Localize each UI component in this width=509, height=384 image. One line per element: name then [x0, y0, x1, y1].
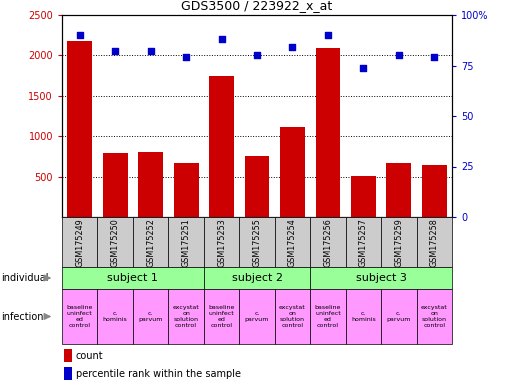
Bar [67, 41, 92, 217]
Bar [245, 156, 269, 217]
Point [253, 52, 261, 58]
Text: GSM175256: GSM175256 [323, 218, 332, 267]
Bar [64, 367, 72, 380]
Bar [346, 289, 381, 344]
Bar [416, 217, 452, 267]
Bar [275, 289, 310, 344]
Bar [168, 289, 204, 344]
Bar [381, 289, 416, 344]
Bar [133, 217, 168, 267]
Text: baseline
uninfect
ed
control: baseline uninfect ed control [315, 305, 341, 328]
Text: excystat
on
solution
control: excystat on solution control [279, 305, 306, 328]
Text: GSM175253: GSM175253 [217, 218, 226, 267]
Text: GSM175257: GSM175257 [359, 218, 368, 267]
Text: c.
parvum: c. parvum [138, 311, 163, 322]
Point [324, 32, 332, 38]
Text: count: count [76, 351, 104, 361]
Bar [138, 152, 163, 217]
Bar [351, 176, 376, 217]
Text: subject 1: subject 1 [107, 273, 158, 283]
Text: baseline
uninfect
ed
control: baseline uninfect ed control [67, 305, 93, 328]
Bar [381, 217, 416, 267]
Bar [346, 217, 381, 267]
Bar [204, 289, 239, 344]
Bar [422, 165, 447, 217]
Bar [174, 163, 199, 217]
Bar [316, 48, 341, 217]
Text: individual: individual [1, 273, 49, 283]
Title: GDS3500 / 223922_x_at: GDS3500 / 223922_x_at [181, 0, 332, 12]
Point [76, 32, 84, 38]
Text: excystat
on
solution
control: excystat on solution control [421, 305, 447, 328]
Point [359, 65, 367, 71]
Text: GSM175251: GSM175251 [182, 218, 190, 267]
Bar [239, 289, 275, 344]
Point [430, 55, 438, 61]
Text: GSM175250: GSM175250 [110, 218, 120, 267]
Point [289, 44, 297, 50]
Bar [62, 217, 97, 267]
Bar [204, 267, 310, 289]
Text: c.
hominis: c. hominis [103, 311, 128, 322]
Point [111, 48, 119, 55]
Point [182, 55, 190, 61]
Text: GSM175259: GSM175259 [394, 218, 403, 267]
Text: GSM175258: GSM175258 [430, 218, 439, 267]
Bar [64, 349, 72, 362]
Point [147, 48, 155, 55]
Bar [310, 267, 452, 289]
Text: GSM175254: GSM175254 [288, 218, 297, 267]
Bar [280, 126, 305, 217]
Text: baseline
uninfect
ed
control: baseline uninfect ed control [208, 305, 235, 328]
Bar [133, 289, 168, 344]
Text: subject 3: subject 3 [356, 273, 407, 283]
Bar [62, 289, 97, 344]
Text: GSM175249: GSM175249 [75, 218, 84, 267]
Text: subject 2: subject 2 [232, 273, 282, 283]
Bar [310, 217, 346, 267]
Bar [97, 289, 133, 344]
Text: excystat
on
solution
control: excystat on solution control [173, 305, 200, 328]
Text: percentile rank within the sample: percentile rank within the sample [76, 369, 241, 379]
Text: GSM175255: GSM175255 [252, 218, 262, 267]
Text: GSM175252: GSM175252 [146, 218, 155, 267]
Bar [239, 217, 275, 267]
Bar [310, 289, 346, 344]
Bar [97, 217, 133, 267]
Bar [209, 76, 234, 217]
Text: c.
hominis: c. hominis [351, 311, 376, 322]
Text: infection: infection [1, 311, 44, 321]
Bar [204, 217, 239, 267]
Bar [103, 153, 128, 217]
Text: c.
parvum: c. parvum [245, 311, 269, 322]
Text: c.
parvum: c. parvum [387, 311, 411, 322]
Bar [168, 217, 204, 267]
Point [395, 52, 403, 58]
Bar [275, 217, 310, 267]
Bar [416, 289, 452, 344]
Bar [386, 163, 411, 217]
Bar [62, 267, 204, 289]
Point [217, 36, 225, 42]
